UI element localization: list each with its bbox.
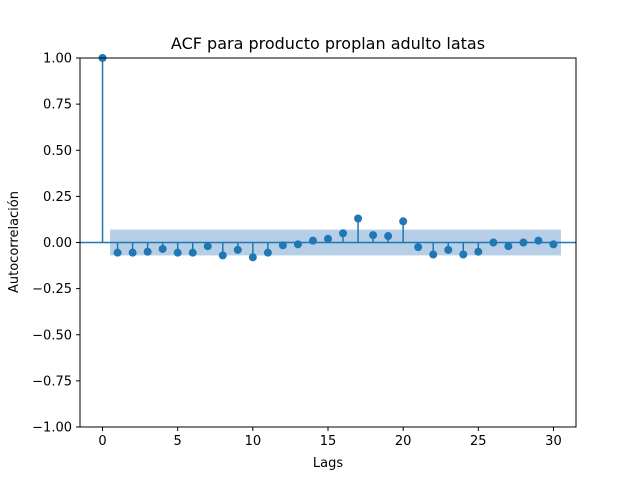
point-lag-15: [324, 234, 332, 243]
point-lag-7: [203, 242, 212, 251]
point-lag-29: [534, 236, 543, 245]
point-lag-16: [339, 229, 348, 238]
point-lag-13: [293, 240, 302, 249]
y-tick-label-8: 1.00: [43, 52, 72, 67]
y-tick-label-4: 0.00: [43, 236, 72, 251]
point-lag-28: [519, 238, 528, 247]
point-lag-21: [414, 243, 423, 252]
point-lag-6: [188, 248, 197, 257]
x-tick-label-20: 20: [395, 434, 412, 449]
chart-title: ACF para producto proplan adulto latas: [171, 34, 485, 53]
point-lag-23: [444, 245, 453, 254]
point-lag-18: [369, 231, 378, 240]
point-lag-3: [143, 247, 152, 256]
y-tick-label-7: 0.75: [43, 98, 72, 113]
point-lag-19: [384, 232, 393, 241]
x-tick-label-5: 5: [174, 434, 182, 449]
point-lag-26: [489, 238, 498, 247]
y-tick-label-0: −1.00: [32, 421, 72, 436]
point-lag-2: [128, 248, 137, 257]
point-lag-30: [549, 240, 558, 249]
point-lag-20: [399, 217, 408, 226]
point-lag-4: [158, 244, 167, 253]
x-tick-label-15: 15: [320, 434, 337, 449]
y-tick-label-1: −0.75: [32, 374, 72, 389]
x-tick-label-0: 0: [98, 434, 106, 449]
x-tick-label-10: 10: [245, 434, 262, 449]
point-lag-22: [429, 250, 438, 259]
y-tick-label-3: −0.25: [32, 282, 72, 297]
point-lag-25: [474, 247, 483, 256]
x-tick-label-25: 25: [470, 434, 487, 449]
point-lag-8: [218, 251, 227, 260]
point-lag-1: [113, 248, 122, 257]
y-axis-label: Autocorrelación: [7, 191, 22, 293]
plot-area: 0 5 10 15 20 25 30 −1.00 −0.75 −0.50 −0.25 0.00 0.25…: [32, 52, 577, 449]
y-tick-label-2: −0.50: [32, 328, 72, 343]
x-axis-label: Lags: [313, 456, 343, 471]
y-tick-label-5: 0.25: [43, 190, 72, 205]
point-lag-10: [248, 253, 257, 262]
point-lag-27: [504, 242, 513, 251]
point-lag-12: [278, 241, 287, 250]
point-lag-14: [308, 236, 317, 245]
point-lag-9: [233, 245, 242, 254]
point-lag-24: [459, 250, 468, 259]
x-tick-label-30: 30: [545, 434, 562, 449]
point-lag-5: [173, 248, 182, 257]
point-lag-11: [263, 248, 272, 257]
point-lag-17: [354, 214, 363, 223]
y-tick-label-6: 0.50: [43, 144, 72, 159]
